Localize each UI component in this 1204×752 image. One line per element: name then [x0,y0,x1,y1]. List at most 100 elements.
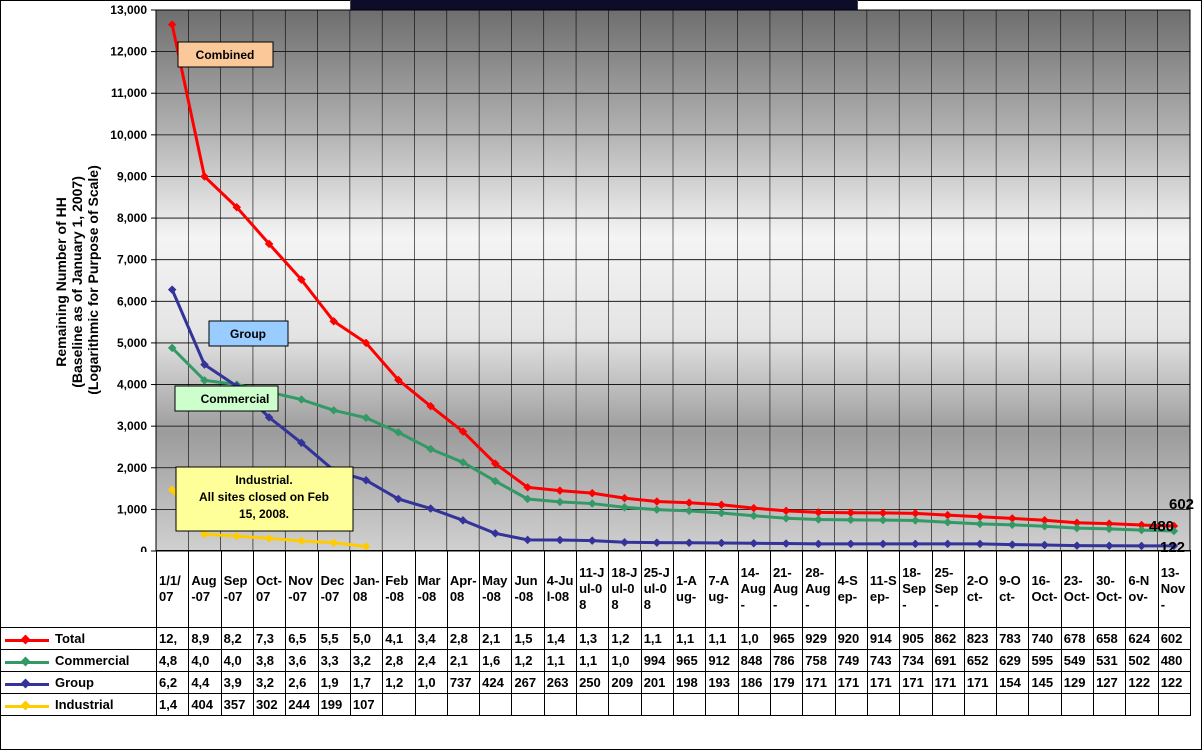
data-point-total [587,488,597,498]
data-point-commercial [910,516,920,525]
table-cell-total: 740 [1028,627,1062,650]
data-point-group [814,539,823,549]
table-cell-total: 1,3 [576,627,610,650]
category-label: Nov-07 [285,550,319,628]
table-cell-group: 193 [705,671,739,694]
y-tick-label: 1,000 [117,502,147,516]
table-cell-industrial [996,693,1030,716]
data-point-commercial [717,508,726,518]
table-cell-industrial [834,693,868,716]
table-cell-total: 1,4 [543,627,578,650]
legend-entry-commercial: Commercial [0,649,157,672]
data-point-group [749,538,759,548]
data-point-group [781,539,791,548]
end-label-commercial: 480 [1149,518,1174,535]
category-label: 25-Jul-08 [640,550,675,628]
data-point-group [587,536,597,545]
table-cell-industrial [382,693,416,716]
category-label: 18-Sep- [899,550,933,628]
callout-commercial: Commercial [174,385,279,412]
callout-combined: Combined [177,41,274,68]
table-cell-group: 1,2 [382,671,416,694]
table-cell-total: 929 [802,627,836,650]
table-cell-industrial [414,693,448,716]
data-point-total [297,275,306,285]
y-axis: 0 1,000 2,000 3,000 4,000 5,000 6,000 7,000 8,00… [110,3,156,552]
table-cell-group: 1,7 [349,671,384,694]
y-tick-label: 4,000 [117,378,147,392]
data-point-group [426,504,436,513]
category-label: 14-Aug- [737,550,771,628]
table-cell-group: 3,2 [252,671,287,694]
table-cell-industrial [866,693,901,716]
legend-entry-group: Group [0,671,157,694]
table-cell-industrial [446,693,481,716]
table-cell-industrial [672,693,707,716]
table-cell-group: 145 [1028,671,1062,694]
category-label: Oct-07 [252,550,287,628]
y-tick-label: 7,000 [117,253,147,267]
table-cell-group: 263 [543,671,578,694]
table-cell-commercial: 595 [1028,649,1062,672]
table-cell-commercial: 3,6 [285,649,319,672]
table-cell-industrial [963,693,998,716]
data-point-commercial [587,499,597,508]
callout-group-text: Group [230,327,266,341]
table-cell-group: 122 [1125,671,1159,694]
data-point-commercial [361,413,371,423]
table-cell-group: 4,4 [188,671,222,694]
table-cell-group: 122 [1157,671,1192,694]
table-cell-commercial: 4,0 [188,649,222,672]
data-point-industrial [200,529,209,539]
table-cell-total: 862 [931,627,965,650]
category-label: Dec-07 [317,550,351,628]
legend-label-group: Group [55,675,94,690]
data-point-group [1007,540,1017,549]
table-cell-commercial: 758 [802,649,836,672]
table-cell-group: 171 [899,671,933,694]
data-point-commercial [781,513,791,523]
table-cell-commercial: 480 [1157,649,1192,672]
table-cell-industrial: 244 [285,693,319,716]
data-point-group [200,360,209,369]
callout-industrial-text: Industrial. All sites closed on Feb 15, 20… [199,473,329,521]
table-cell-commercial: 3,8 [252,649,287,672]
table-cell-commercial: 1,0 [608,649,642,672]
table-row-commercial: Commercial 4,8 4,0 4,0 3,8 3,6 3,3 3,2 2,8 2,4 2,1… [0,649,1192,672]
table-cell-total: 823 [963,627,998,650]
table-cell-commercial: 1,2 [511,649,545,672]
table-cell-total: 7,3 [252,627,287,650]
category-label: Aug-07 [188,550,222,628]
table-cell-commercial: 629 [996,649,1030,672]
table-cell-group: 201 [640,671,675,694]
data-point-group [1104,541,1114,551]
category-label: 11-Sep- [866,550,901,628]
category-label: 9-Oct- [996,550,1030,628]
series-line-commercial [171,346,1174,533]
data-point-total [393,375,403,385]
table-cell-total: 658 [1093,627,1127,650]
end-label-group: 122 [1160,539,1185,552]
category-label: Apr-08 [446,550,481,628]
table-cell-industrial [1157,693,1192,716]
data-point-commercial [1007,520,1017,530]
data-point-group [717,538,726,548]
table-cell-industrial [543,693,578,716]
data-point-commercial [1040,521,1049,531]
data-point-commercial [1137,525,1146,535]
table-cell-industrial: 357 [220,693,254,716]
table-cell-industrial [899,693,933,716]
data-point-industrial [329,538,339,548]
table-cell-industrial [802,693,836,716]
table-cell-group: 209 [608,671,642,694]
table-cell-commercial: 749 [834,649,868,672]
table-cell-group: 171 [931,671,965,694]
data-point-commercial [814,515,823,524]
y-tick-label: 2,000 [117,461,147,475]
data-point-group [1169,541,1179,551]
y-tick-label: 8,000 [117,211,147,225]
table-corner [1,551,157,628]
data-point-group [1040,540,1049,550]
table-row-group: Group 6,2 4,4 3,9 3,2 2,6 1,9 1,7 1,2 1,0 737 424 26… [0,671,1192,694]
table-cell-group: 1,9 [317,671,351,694]
